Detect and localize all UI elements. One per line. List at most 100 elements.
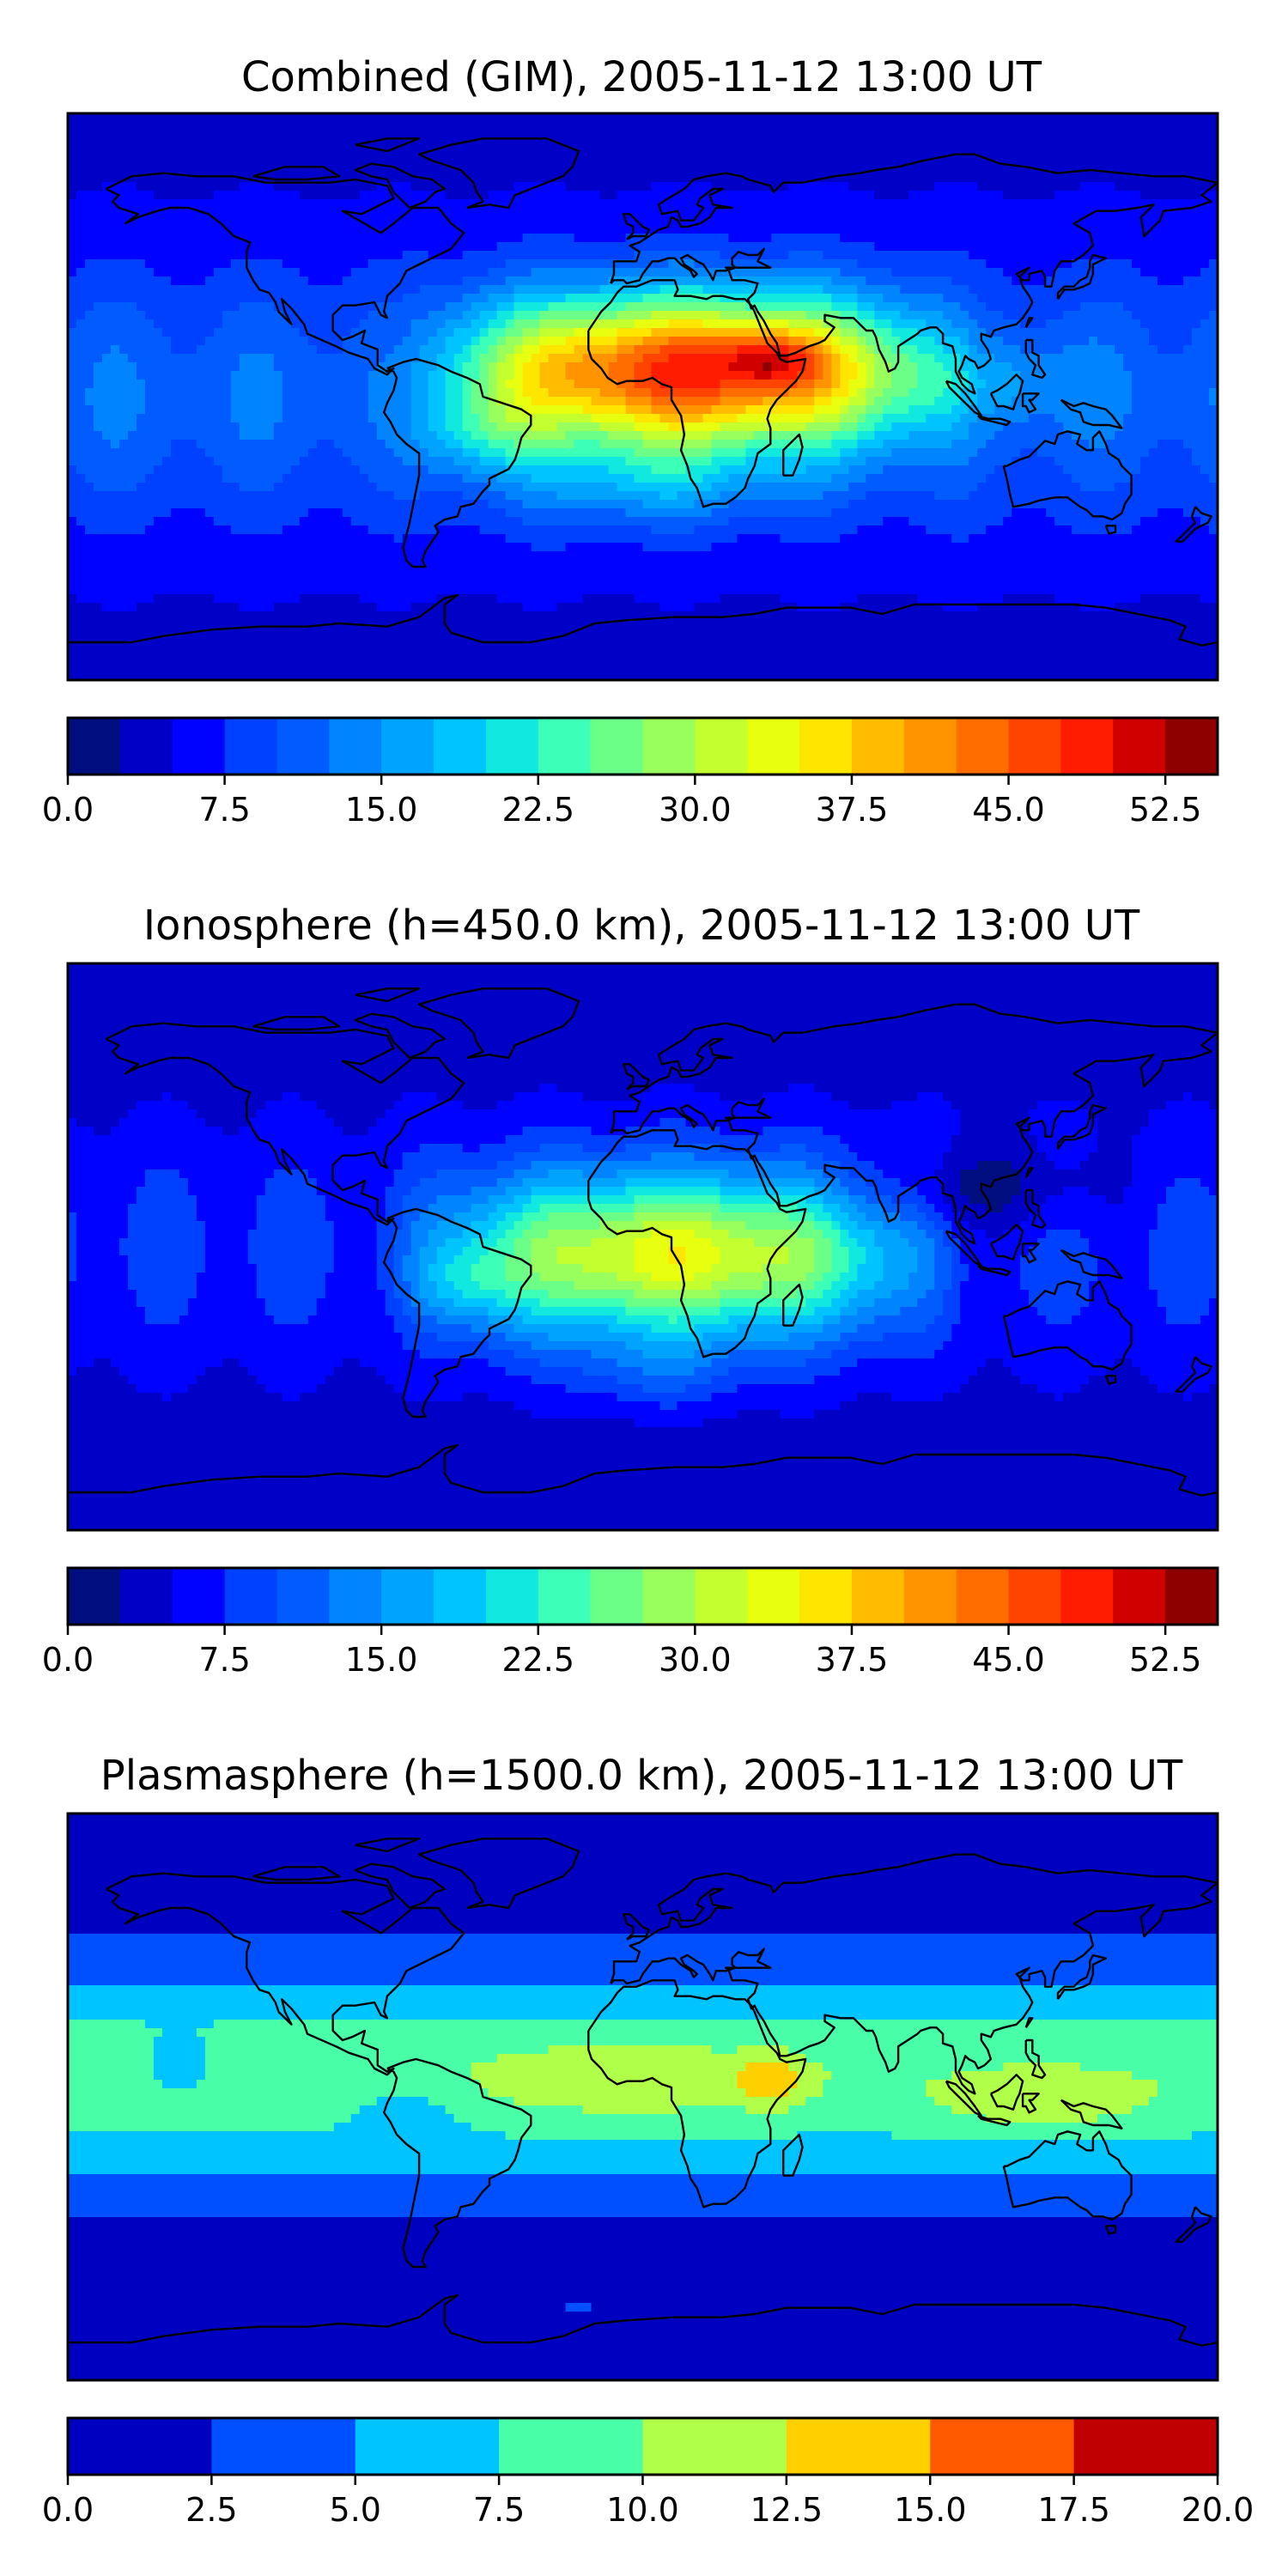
field-cell [702, 319, 713, 329]
field-cell [1089, 173, 1098, 183]
field-cell [591, 362, 601, 372]
field-cell [1054, 156, 1064, 166]
field-cell [153, 405, 163, 415]
field-cell [565, 294, 575, 303]
field-cell [136, 225, 146, 234]
field-cell [745, 234, 756, 243]
field-cell [445, 173, 455, 183]
field-cell [608, 234, 618, 243]
field-cell [153, 302, 163, 312]
field-cell [823, 122, 833, 131]
field-cell [548, 242, 558, 252]
field-cell [599, 122, 610, 131]
field-cell [1175, 182, 1184, 191]
field-cell [1037, 216, 1047, 226]
field-cell [187, 199, 197, 209]
field-cell [986, 328, 995, 337]
field-cell [900, 182, 909, 191]
field-cell [574, 182, 584, 191]
field-cell [393, 337, 404, 346]
field-cell [539, 113, 550, 123]
field-cell [161, 276, 172, 286]
field-cell [247, 405, 258, 415]
field-cell [608, 319, 618, 329]
field-cell [479, 148, 489, 157]
field-cell [256, 422, 266, 432]
field-cell [951, 225, 961, 234]
field-cell [84, 431, 94, 440]
field-cell [471, 311, 481, 320]
field-cell [874, 405, 884, 415]
field-cell [1166, 276, 1176, 286]
field-cell [737, 259, 747, 269]
field-cell [900, 131, 909, 140]
field-cell [677, 328, 687, 337]
field-cell [599, 234, 610, 243]
field-cell [908, 380, 918, 389]
field-cell [788, 405, 799, 415]
field-cell [84, 388, 94, 398]
field-cell [814, 156, 824, 166]
field-cell [222, 268, 232, 277]
field-cell [848, 388, 859, 398]
field-cell [720, 345, 730, 355]
field-cell [436, 422, 447, 432]
field-cell [797, 131, 807, 140]
field-cell [574, 362, 584, 372]
field-cell [127, 362, 137, 372]
field-cell [1149, 422, 1158, 432]
field-cell [471, 148, 481, 157]
field-cell [187, 173, 197, 183]
field-cell [599, 225, 610, 234]
field-cell [471, 173, 481, 183]
field-cell [187, 156, 197, 166]
field-cell [376, 371, 386, 380]
field-cell [771, 191, 781, 200]
field-cell [333, 191, 343, 200]
field-cell [1020, 354, 1030, 363]
field-cell [282, 173, 292, 183]
field-cell [1123, 165, 1133, 174]
field-cell [505, 294, 515, 303]
field-cell [814, 242, 824, 252]
field-cell [582, 199, 592, 209]
field-cell [711, 311, 721, 320]
field-cell [754, 302, 764, 312]
field-cell [874, 199, 884, 209]
field-cell [1097, 148, 1107, 157]
field-cell [247, 148, 258, 157]
field-cell [1183, 191, 1193, 200]
field-cell [290, 182, 301, 191]
field-cell [728, 328, 738, 337]
field-cell [539, 302, 550, 312]
field-cell [745, 173, 756, 183]
field-cell [565, 148, 575, 157]
field-cell [256, 276, 266, 286]
field-cell [582, 113, 592, 123]
field-cell [1037, 208, 1047, 217]
field-cell [1003, 337, 1012, 346]
field-cell [299, 414, 309, 423]
field-cell [153, 294, 163, 303]
field-cell [556, 337, 567, 346]
field-cell [479, 182, 489, 191]
field-cell [522, 328, 532, 337]
field-cell [385, 285, 395, 295]
field-cell [745, 191, 756, 200]
field-cell [711, 354, 721, 363]
field-cell [368, 328, 378, 337]
field-cell [685, 294, 696, 303]
field-cell [1209, 251, 1218, 260]
field-cell [84, 113, 94, 123]
field-cell [694, 148, 704, 157]
field-cell [986, 302, 995, 312]
field-cell [574, 337, 584, 346]
field-cell [496, 208, 507, 217]
field-cell [290, 380, 301, 389]
field-cell [608, 242, 618, 252]
field-cell [93, 422, 103, 432]
field-cell [316, 113, 326, 123]
field-cell [307, 199, 318, 209]
field-cell [393, 388, 404, 398]
field-cell [659, 405, 670, 415]
